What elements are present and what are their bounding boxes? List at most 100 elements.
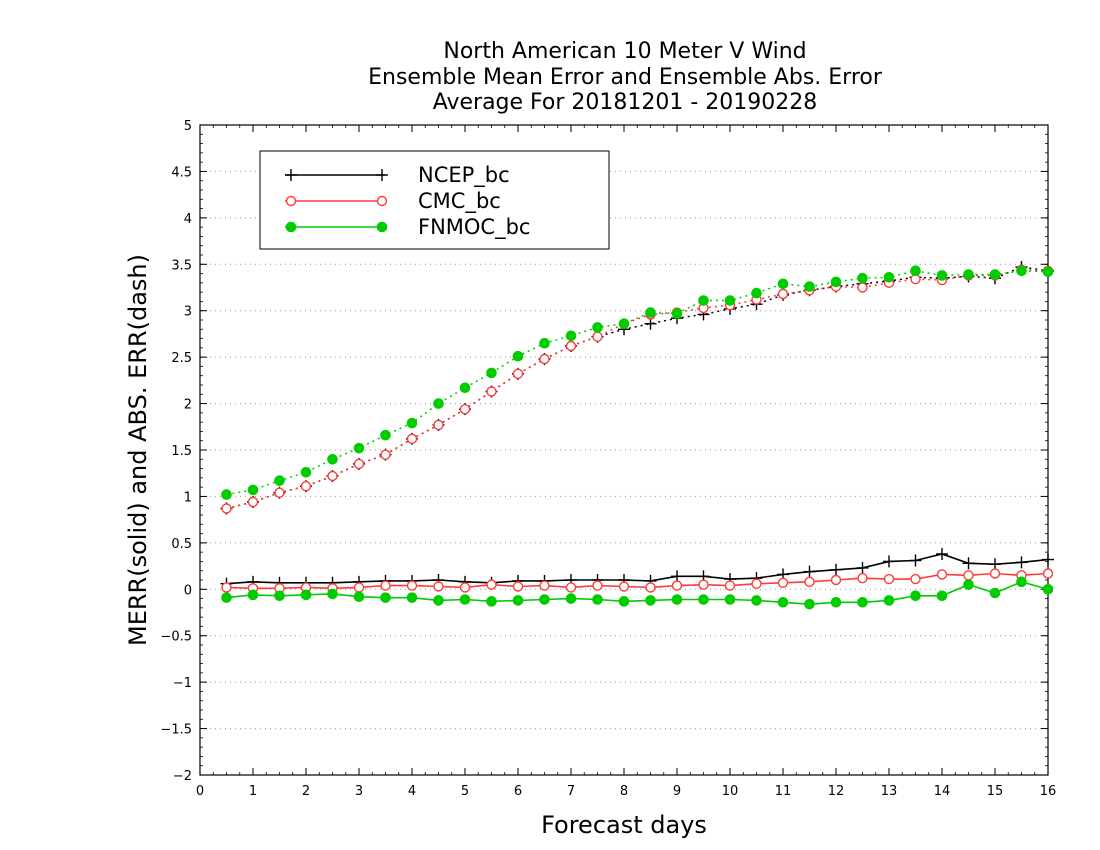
abs-err-point	[883, 271, 895, 283]
x-axis-ticks: 0 1 2 3 4 5 6 7 8 9 10 11 12 13 14 15 16	[196, 125, 1056, 799]
y-tick-label: 5	[184, 119, 192, 134]
merr-line	[226, 553, 1049, 585]
abs-err-point	[698, 295, 709, 306]
abs-err-point	[539, 337, 550, 349]
chart-title-line-1: North American 10 Meter V Wind	[443, 39, 806, 64]
merr-point	[539, 580, 550, 591]
y-tick-label: 2.5	[171, 351, 192, 366]
merr-point	[353, 582, 365, 593]
abs-err-line	[226, 269, 1049, 510]
merr-point	[565, 593, 577, 604]
merr-point	[830, 563, 842, 576]
abs-err-point	[300, 481, 312, 492]
y-tick-label: 1.5	[171, 444, 192, 459]
x-tick-label: 9	[673, 784, 681, 799]
abs-err-point	[777, 288, 789, 300]
abs-err-point	[406, 417, 418, 429]
chart-title-line-3: Average For 20181201 - 20190228	[433, 90, 818, 115]
abs-err-point	[592, 322, 603, 333]
abs-err-point	[724, 295, 736, 306]
abs-err-point	[963, 269, 974, 280]
abs-err-point	[910, 265, 921, 277]
chart-title-line-2: Ensemble Mean Error and Ensemble Abs. Er…	[368, 65, 883, 90]
series-CMC_bc	[221, 264, 1054, 594]
x-tick-label: 12	[828, 784, 845, 799]
merr-point	[671, 580, 683, 591]
merr-point	[989, 568, 1001, 579]
merr-point	[989, 558, 1001, 571]
merr-point	[433, 581, 444, 592]
abs-err-point	[857, 272, 868, 284]
abs-err-point	[989, 269, 1001, 280]
merr-point	[963, 579, 974, 590]
merr-point	[857, 572, 868, 584]
y-tick-label: −1	[173, 676, 192, 691]
merr-point	[459, 594, 471, 605]
abs-err-point	[433, 398, 444, 409]
x-tick-label: 6	[514, 784, 522, 799]
merr-point	[327, 588, 338, 600]
y-tick-label: 4.5	[171, 165, 192, 180]
merr-point	[724, 580, 736, 591]
merr-point	[856, 561, 869, 574]
y-tick-label: 3	[184, 305, 192, 320]
y-tick-label: 1	[184, 490, 192, 505]
abs-err-point	[644, 317, 657, 330]
merr-point	[406, 580, 418, 591]
legend-marker	[376, 169, 388, 181]
abs-err-point	[671, 308, 683, 319]
series-layer	[220, 261, 1054, 610]
merr-point	[751, 595, 762, 606]
merr-point	[671, 570, 683, 583]
abs-err-point	[459, 403, 471, 415]
merr-point	[380, 592, 391, 603]
x-tick-label: 4	[408, 784, 416, 799]
merr-point	[1015, 556, 1028, 569]
y-tick-label: 4	[184, 212, 192, 227]
y-tick-label: 2	[184, 398, 192, 413]
merr-point	[804, 598, 815, 610]
y-tick-label: 0.5	[171, 537, 192, 552]
abs-err-point	[221, 503, 232, 514]
merr-point	[936, 548, 948, 560]
abs-err-point	[247, 496, 259, 508]
x-axis-label: Forecast days	[541, 811, 707, 839]
merr-point	[1042, 553, 1054, 566]
merr-point	[751, 578, 762, 589]
merr-point	[539, 594, 550, 605]
abs-err-point	[380, 429, 391, 441]
abs-err-point	[327, 453, 338, 465]
merr-point	[486, 579, 497, 590]
abs-err-point	[300, 466, 312, 478]
merr-point	[963, 570, 974, 581]
legend-marker	[285, 195, 297, 207]
merr-point	[459, 582, 471, 593]
x-tick-label: 7	[567, 784, 575, 799]
merr-point	[830, 596, 842, 608]
abs-err-point	[433, 419, 444, 431]
abs-err-point	[565, 340, 577, 352]
x-tick-label: 11	[775, 784, 792, 799]
merr-point	[645, 582, 656, 593]
merr-point	[618, 581, 630, 592]
abs-err-point	[247, 484, 259, 496]
abs-err-point	[486, 386, 497, 397]
merr-point	[221, 582, 232, 593]
merr-point	[724, 594, 736, 605]
merr-point	[512, 595, 524, 606]
x-tick-label: 1	[249, 784, 257, 799]
legend-marker	[376, 221, 388, 233]
abs-err-point	[618, 318, 630, 330]
abs-err-point	[936, 270, 948, 281]
abs-err-point	[830, 276, 842, 288]
abs-err-point	[804, 281, 815, 292]
abs-err-point	[539, 353, 550, 365]
y-axis-label: MERR(solid) and ABS. ERR(dash)	[124, 254, 152, 646]
merr-point	[803, 565, 816, 578]
merr-point	[1042, 568, 1054, 579]
abs-err-line	[226, 266, 1049, 510]
abs-err-point	[353, 442, 365, 454]
merr-point	[592, 594, 603, 605]
series-FNMOC_bc	[221, 265, 1054, 610]
